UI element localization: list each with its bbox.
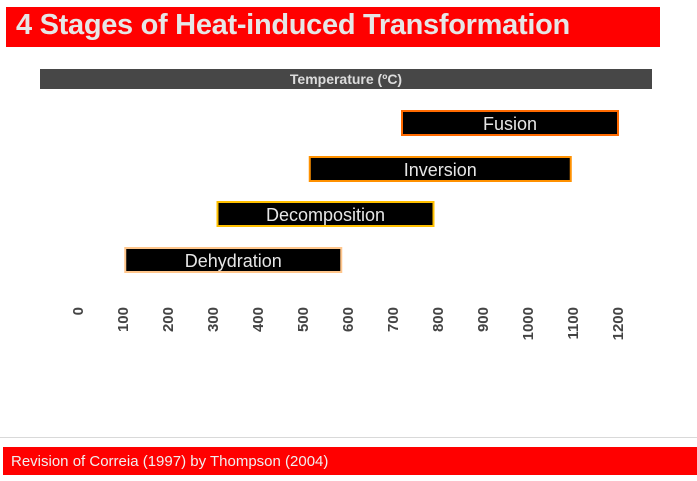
stage-bar-decomposition: Decomposition xyxy=(216,201,435,227)
x-tick-label: 300 xyxy=(205,307,222,332)
bar-rect xyxy=(124,247,343,273)
x-tick-label: 800 xyxy=(430,307,447,332)
bar-rect xyxy=(401,110,619,136)
x-tick-label: 700 xyxy=(385,307,402,332)
x-tick-label: 200 xyxy=(160,307,177,332)
x-tick-label: 1000 xyxy=(520,307,537,340)
divider xyxy=(0,437,697,438)
stage-chart: Fusion Inversion Decomposition Dehydration 0… xyxy=(70,110,627,340)
bar-label: Inversion xyxy=(404,160,477,180)
x-tick-label: 0 xyxy=(70,307,87,315)
x-tick-label: 600 xyxy=(340,307,357,332)
x-tick-label: 400 xyxy=(250,307,267,332)
page-title: 4 Stages of Heat-induced Transformation xyxy=(16,9,570,41)
x-tick-label: 100 xyxy=(115,307,132,332)
stage-bar-dehydration: Dehydration xyxy=(124,247,343,273)
citation: Revision of Correia (1997) by Thompson (… xyxy=(11,453,329,470)
x-tick-label: 1100 xyxy=(565,307,582,340)
x-tick-label: 900 xyxy=(475,307,492,332)
bar-label: Decomposition xyxy=(266,205,385,225)
x-tick-label: 1200 xyxy=(610,307,627,340)
axis-title-bar: Temperature (ºC) xyxy=(40,69,652,89)
bar-rect xyxy=(216,201,435,227)
axis-title: Temperature (ºC) xyxy=(289,71,403,87)
title-banner: 4 Stages of Heat-induced Transformation xyxy=(6,7,660,47)
footer-banner: Revision of Correia (1997) by Thompson (… xyxy=(3,447,697,475)
stage-bar-fusion: Fusion xyxy=(401,110,619,136)
bar-label: Fusion xyxy=(483,114,537,134)
bar-rect xyxy=(308,156,572,182)
bar-label: Dehydration xyxy=(185,251,282,271)
x-tick-label: 500 xyxy=(295,307,312,332)
stage-bar-inversion: Inversion xyxy=(308,156,572,182)
